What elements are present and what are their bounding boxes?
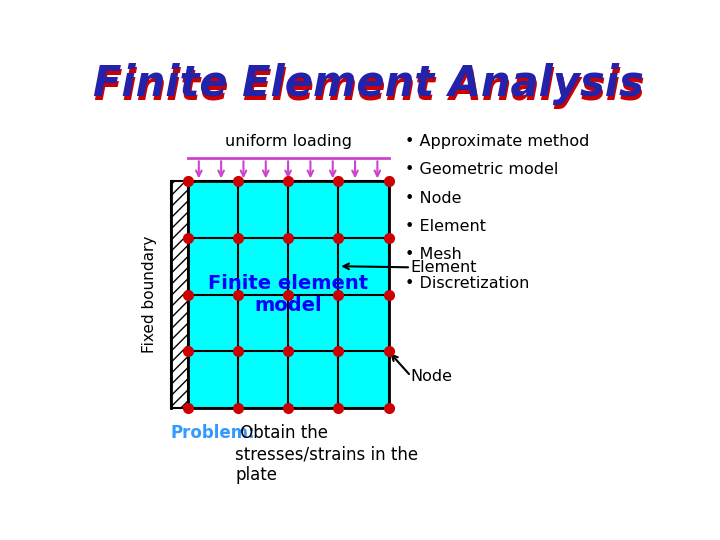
Text: • Approximate method: • Approximate method <box>405 134 590 149</box>
Text: Element: Element <box>411 260 477 275</box>
Text: Problem:: Problem: <box>171 424 256 442</box>
Text: uniform loading: uniform loading <box>225 134 351 149</box>
Text: • Element: • Element <box>405 219 486 234</box>
Bar <box>171 181 188 408</box>
Text: • Geometric model: • Geometric model <box>405 163 559 178</box>
Text: • Discretization: • Discretization <box>405 275 530 291</box>
Text: Fixed boundary: Fixed boundary <box>143 236 157 353</box>
Text: Obtain the
stresses/strains in the
plate: Obtain the stresses/strains in the plate <box>235 424 418 484</box>
Text: Finite Element Analysis: Finite Element Analysis <box>92 63 643 105</box>
Text: Finite Element Analysis: Finite Element Analysis <box>94 66 644 109</box>
Text: • Node: • Node <box>405 191 462 206</box>
Text: Finite element
model: Finite element model <box>208 274 368 315</box>
Bar <box>188 181 389 408</box>
Text: • Mesh: • Mesh <box>405 247 462 262</box>
Text: Node: Node <box>411 369 453 383</box>
